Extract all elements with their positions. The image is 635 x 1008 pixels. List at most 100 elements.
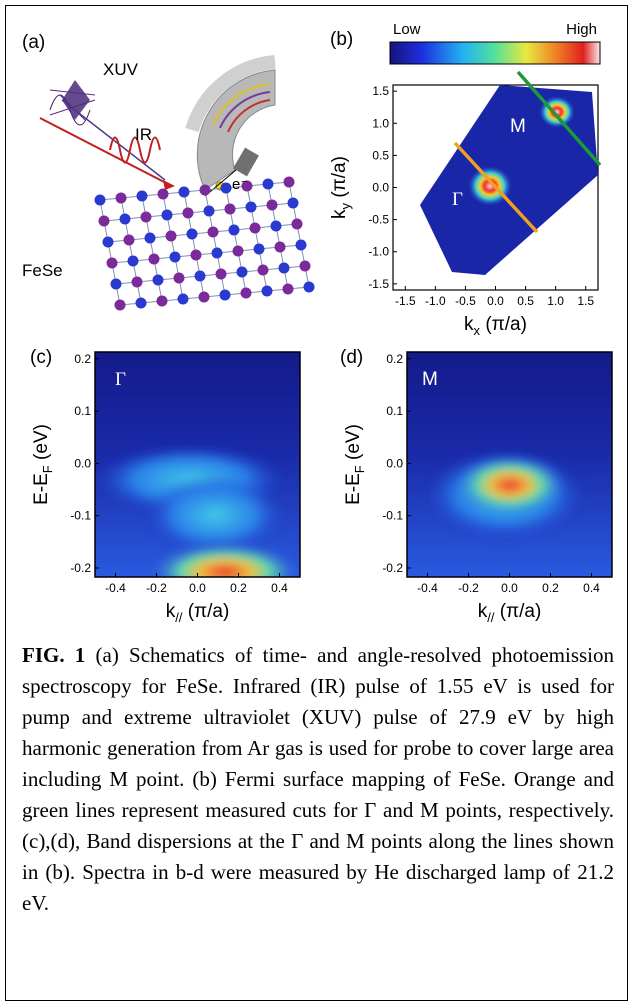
- spectrum-m: [407, 352, 612, 577]
- x-tick-label: -0.4: [417, 581, 438, 595]
- atom: [157, 188, 169, 200]
- figure-frame: [5, 5, 628, 1001]
- atom: [98, 215, 110, 227]
- atom: [173, 272, 185, 284]
- atom: [282, 283, 294, 295]
- y-tick-label: 0.1: [386, 404, 403, 418]
- axis-label-unit: (eV): [343, 424, 364, 465]
- axis-label-sub: x: [474, 323, 481, 338]
- atom: [199, 184, 211, 196]
- ir-label: IR: [135, 125, 152, 144]
- x-tick-label: 1.5: [577, 294, 594, 308]
- spectrum-gamma: [95, 352, 300, 577]
- x-tick-label: 0.4: [583, 581, 600, 595]
- axis-label-unit: (π/a): [329, 156, 350, 203]
- y-tick-label: 0.0: [74, 456, 91, 470]
- axis-label-main: k: [478, 601, 488, 622]
- atom: [219, 289, 231, 301]
- axis-label-main: k: [464, 314, 474, 335]
- axis-label-main: k: [166, 601, 176, 622]
- atom: [207, 226, 219, 238]
- axis-label-sub: //: [175, 610, 183, 625]
- atom: [278, 262, 290, 274]
- atom: [236, 266, 248, 278]
- schematic: [39, 55, 276, 197]
- y-tick-label: 0.2: [74, 352, 91, 366]
- atom: [262, 178, 274, 190]
- atom: [303, 281, 315, 293]
- atom: [110, 278, 122, 290]
- atom: [161, 209, 173, 221]
- y-tick-label: 0.0: [372, 181, 389, 195]
- panel-label: (d): [340, 347, 363, 368]
- y-tick-label: 0.5: [372, 148, 389, 162]
- atom: [177, 293, 189, 305]
- axis-label: kx (π/a): [464, 314, 527, 338]
- axis-label: E-EF (eV): [343, 424, 367, 505]
- axis-label-unit: (π/a): [494, 601, 541, 622]
- atom: [253, 243, 265, 255]
- point-label: Γ: [452, 189, 463, 210]
- y-tick-label: -0.2: [382, 561, 403, 575]
- axis-label-sub: F: [352, 465, 367, 473]
- colorbar-high: High: [566, 21, 597, 38]
- x-tick-label: 0.4: [271, 581, 288, 595]
- atom: [220, 182, 232, 194]
- axis-label-unit: (π/a): [182, 601, 229, 622]
- axis-label-unit: (eV): [31, 424, 52, 465]
- axis-label-sub: //: [487, 610, 495, 625]
- y-tick-label: -0.2: [70, 561, 91, 575]
- fermi-map: [420, 70, 602, 275]
- atom: [127, 255, 139, 267]
- y-tick-label: -1.0: [368, 245, 389, 259]
- y-tick-label: 0.1: [74, 404, 91, 418]
- caption-text: (a) Schematics of time- and angle-resolv…: [22, 643, 614, 915]
- axis-label: k// (π/a): [478, 601, 542, 625]
- colorbar-low: Low: [393, 21, 421, 38]
- atom: [190, 249, 202, 261]
- atom: [211, 247, 223, 259]
- atom: [224, 203, 236, 215]
- atom: [106, 257, 118, 269]
- atom: [232, 245, 244, 257]
- atom: [215, 268, 227, 280]
- atom: [131, 276, 143, 288]
- atom: [136, 190, 148, 202]
- atom: [245, 201, 257, 213]
- atom: [194, 270, 206, 282]
- y-tick-label: 0.2: [386, 352, 403, 366]
- y-tick-label: 0.0: [386, 456, 403, 470]
- atom: [114, 299, 126, 311]
- colorbar: [389, 41, 601, 65]
- x-tick-label: 0.0: [189, 581, 206, 595]
- atom: [299, 260, 311, 272]
- atom: [178, 186, 190, 198]
- atom: [266, 199, 278, 211]
- axis-label: k// (π/a): [166, 601, 230, 625]
- figure: (a) XUV IR e⁻ FeSe (b) Low High M Γ (c): [22, 21, 613, 625]
- atom: [169, 251, 181, 263]
- atom: [291, 218, 303, 230]
- axis-label-sub: F: [40, 465, 55, 473]
- caption: FIG. 1 (a) Schematics of time- and angle…: [22, 640, 614, 919]
- atom: [182, 207, 194, 219]
- atom: [144, 232, 156, 244]
- y-tick-label: -0.1: [70, 509, 91, 523]
- atom: [240, 287, 252, 299]
- atom: [186, 228, 198, 240]
- atom: [94, 194, 106, 206]
- y-tick-label: 1.5: [372, 84, 389, 98]
- x-tick-label: 0.5: [517, 294, 534, 308]
- axis-label: ky (π/a): [329, 156, 353, 219]
- atom: [203, 205, 215, 217]
- x-tick-label: 0.0: [487, 294, 504, 308]
- axis-label: E-EF (eV): [31, 424, 55, 505]
- atom: [156, 295, 168, 307]
- y-tick-label: -1.5: [368, 277, 389, 291]
- point-label: M: [510, 116, 526, 137]
- x-tick-label: 0.0: [501, 581, 518, 595]
- axis-label-main: E-E: [343, 473, 364, 505]
- atom: [148, 253, 160, 265]
- point-label: M: [422, 369, 438, 390]
- axis-label-main: E-E: [31, 473, 52, 505]
